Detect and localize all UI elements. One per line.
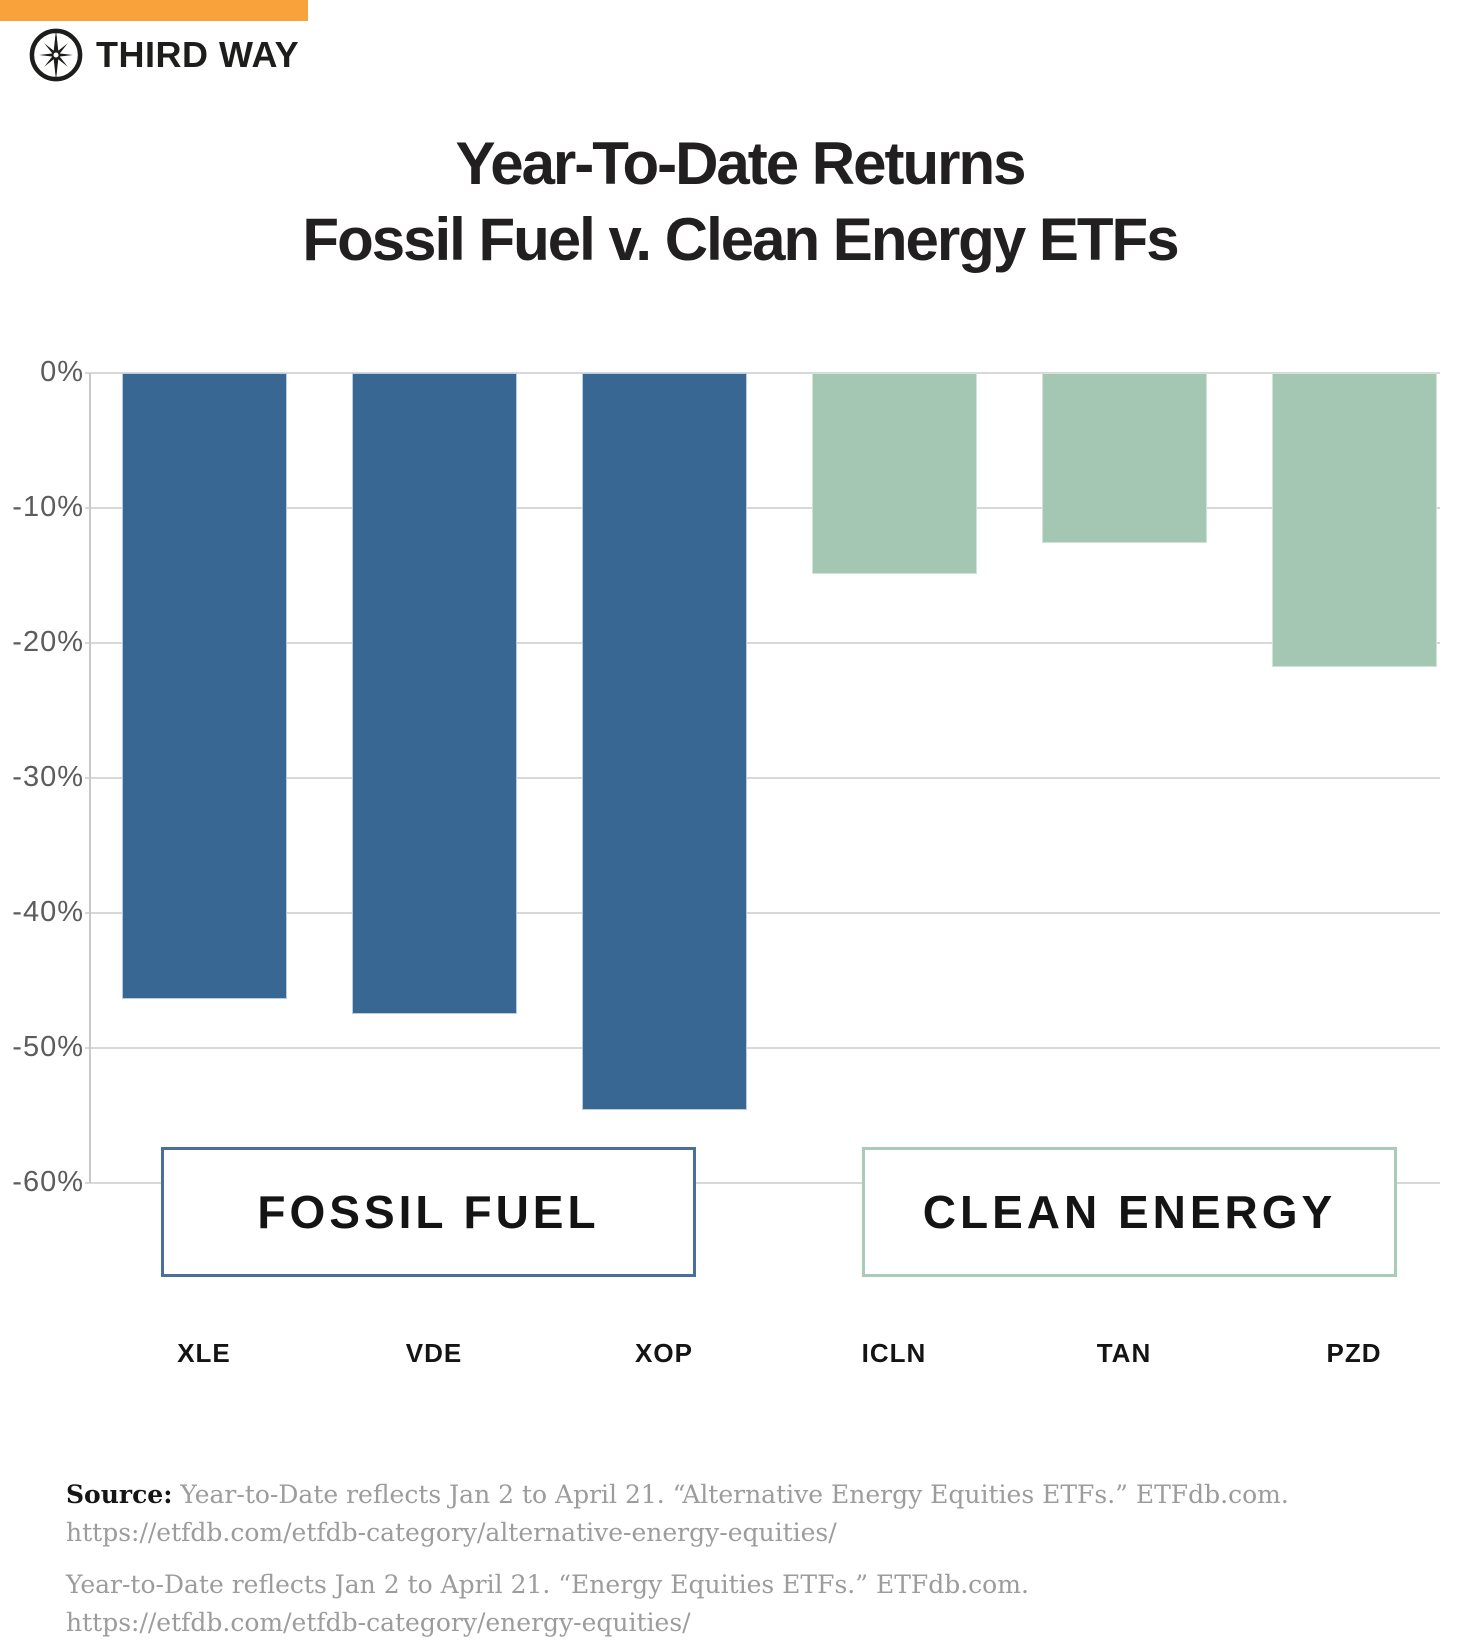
third-way-logo: THIRD WAY <box>28 27 299 83</box>
bar-TAN <box>1041 373 1207 544</box>
y-axis-tick-label: 0% <box>40 356 84 388</box>
gridline--30% <box>85 777 1440 779</box>
gridline--60% <box>85 1182 1440 1184</box>
source-note-2-text: Year-to-Date reflects Jan 2 to April 21.… <box>66 1570 1029 1599</box>
y-axis-tick-label: -10% <box>12 491 84 523</box>
ticker-label-XOP: XOP <box>635 1338 693 1368</box>
y-axis-tick-label: -40% <box>12 896 84 928</box>
chart-title: Year-To-Date Returns Fossil Fuel v. Clea… <box>20 126 1460 278</box>
bar-ICLN <box>811 373 977 575</box>
y-axis-line <box>89 373 91 1183</box>
y-axis-tick-label: -30% <box>12 761 84 793</box>
clean-energy-group-label: CLEAN ENERGY <box>922 1186 1337 1238</box>
gridline--10% <box>85 507 1440 509</box>
source-label: Source: <box>66 1480 173 1509</box>
y-axis-tick-label: -50% <box>12 1031 84 1063</box>
fossil-fuel-group-label: FOSSIL FUEL <box>257 1186 600 1238</box>
bar-VDE <box>351 373 517 1015</box>
gridline--40% <box>85 912 1440 914</box>
compass-star-icon <box>29 28 83 82</box>
bar-PZD <box>1271 373 1437 668</box>
source-note-2: Year-to-Date reflects Jan 2 to April 21.… <box>66 1566 1426 1641</box>
ticker-label-TAN: TAN <box>1096 1338 1152 1368</box>
gridline--20% <box>85 642 1440 644</box>
brand-accent-bar <box>0 0 308 21</box>
y-axis-tick-label: -60% <box>12 1166 84 1198</box>
source-note-1-text: Source: Year-to-Date reflects Jan 2 to A… <box>66 1480 1289 1509</box>
gridline--50% <box>85 1047 1440 1049</box>
gridline-0% <box>85 372 1440 374</box>
chart-title-line1: Year-To-Date Returns <box>455 130 1026 197</box>
ticker-label-XLE: XLE <box>177 1338 231 1368</box>
source-note-2-url: https://etfdb.com/etfdb-category/energy-… <box>66 1608 691 1637</box>
bar-XLE <box>121 373 287 1000</box>
y-axis-tick-label: -20% <box>12 626 84 658</box>
source-note-1-url: https://etfdb.com/etfdb-category/alterna… <box>66 1518 837 1547</box>
chart-title-line2: Fossil Fuel v. Clean Energy ETFs <box>302 206 1179 273</box>
ticker-label-ICLN: ICLN <box>861 1338 927 1368</box>
ticker-label-VDE: VDE <box>405 1338 463 1368</box>
fossil-fuel-group-box: FOSSIL FUEL <box>161 1147 696 1277</box>
clean-energy-group-box: CLEAN ENERGY <box>862 1147 1397 1277</box>
ticker-label-PZD: PZD <box>1326 1338 1382 1368</box>
logo-wordmark: THIRD WAY <box>96 34 300 75</box>
bar-XOP <box>581 373 747 1111</box>
source-note-1: Source: Year-to-Date reflects Jan 2 to A… <box>66 1476 1426 1552</box>
